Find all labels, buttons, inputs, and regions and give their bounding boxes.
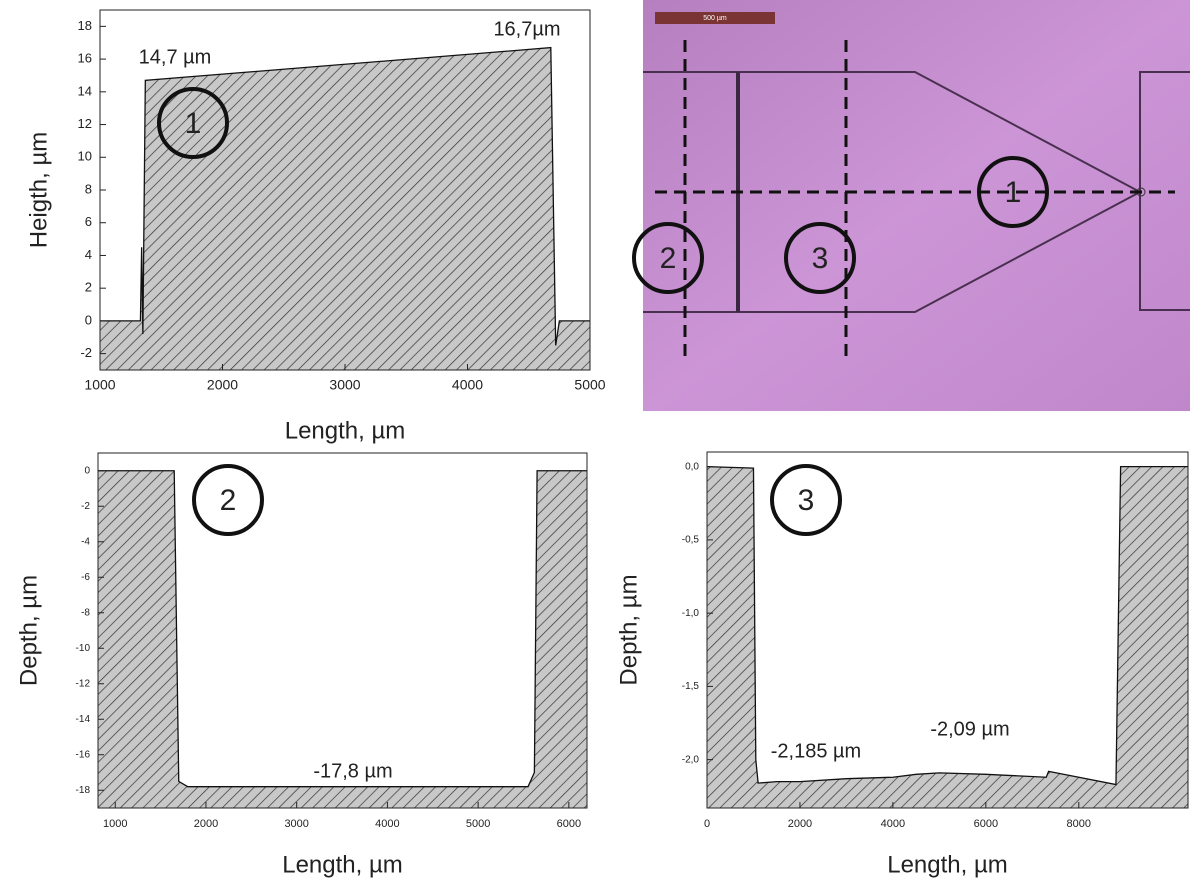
label-circle [977,156,1049,228]
y-tick-label: 0 [84,465,90,476]
marker-circle [770,464,842,536]
y-tick-label: -6 [81,572,90,583]
y-tick-label: 18 [78,18,92,33]
y-tick-label: 14 [78,83,92,98]
chart: 1000 2000 3000 4000 5000 -2 0 2 4 6 8 10 12 14 16 18 Len… [25,9,606,444]
cut-lines [655,40,1175,356]
marker-circle [192,464,264,536]
y-axis-label: Heigth, µm [25,132,52,249]
plot-frame [706,451,1189,809]
y-tick-label: 0,0 [685,461,699,472]
x-tick-label: 4000 [452,377,483,393]
x-tick-label: 1000 [103,818,127,830]
x-tick-label: 4000 [881,818,905,830]
y-tick-label: -4 [81,536,90,547]
y-tick-label: -16 [76,749,91,760]
y-axis-label: Depth, µm [615,574,642,685]
y-tick-label: 12 [78,116,92,131]
x-tick-label: 2000 [207,377,238,393]
y-tick-label: -12 [76,678,91,689]
x-tick-label: 5000 [574,377,605,393]
annotation: -2,09 µm [930,718,1009,740]
y-tick-label: -2 [81,501,90,512]
y-tick-label: -10 [76,643,91,654]
marker-label: 1 [185,107,202,140]
y-tick-label: -8 [81,607,90,618]
cut-label: 3 [812,242,829,275]
micrograph-background [643,0,1190,411]
cut-label: 2 [660,242,677,275]
x-tick-label: 6000 [557,818,581,830]
annotation: 16,7µm [493,18,560,40]
area-fill [100,47,590,371]
y-axis-label: Depth, µm [15,575,42,686]
y-tick-label: -2 [80,345,92,360]
marker-label: 2 [220,484,237,517]
profile-line [706,466,1188,786]
x-axis-label: Length, µm [887,851,1008,878]
y-tick-label: -0,5 [682,535,700,546]
x-tick-label: 6000 [974,818,998,830]
y-tick-label: 16 [78,51,92,66]
y-tick-label: 6 [85,214,92,229]
annotation: -17,8 µm [313,760,392,782]
label-circle [632,222,704,294]
y-tick-label: 2 [85,280,92,295]
x-tick-label: 2000 [194,818,218,830]
profile-line [100,46,590,346]
y-tick-label: -2,0 [682,754,700,765]
chart: 0 2000 4000 6000 8000 0,0 -0,5 -1,0 -1,5 -2,0 Leng… [615,451,1189,878]
y-tick-label: -1,0 [682,608,700,619]
x-tick-label: 3000 [284,818,308,830]
y-tick-label: -14 [76,714,91,725]
plot-frame [97,452,588,809]
y-tick-label: 0 [85,312,92,327]
y-tick-label: 10 [78,149,92,164]
x-axis-label: Length, µm [282,851,403,878]
y-tick-label: -18 [76,785,91,796]
x-tick-label: 5000 [466,818,490,830]
x-tick-label: 1000 [84,377,115,393]
annotation: 14,7 µm [139,46,212,68]
x-tick-label: 2000 [788,818,812,830]
area-fill [707,466,1188,808]
micrograph: 500 µm 1 2 3 [632,0,1190,411]
label-circle [784,222,856,294]
cut-label: 1 [1005,176,1022,209]
profile-line [98,470,587,788]
chart: 1000 2000 3000 4000 5000 6000 0 -2 -4 -6 -8 -10 -12 -… [15,452,588,878]
x-axis-label: Length, µm [285,417,406,444]
area-fill [98,470,587,808]
marker-label: 3 [798,484,815,517]
annotation: -2,185 µm [771,740,861,762]
y-tick-label: -1,5 [682,681,700,692]
scale-bar-label: 500 µm [703,15,727,22]
scale-bar [655,12,775,24]
y-tick-label: 8 [85,181,92,196]
x-tick-label: 4000 [375,818,399,830]
x-tick-label: 0 [704,818,710,830]
x-tick-label: 3000 [329,377,360,393]
y-tick-label: 4 [85,247,92,262]
x-tick-label: 8000 [1067,818,1091,830]
marker-circle [157,87,229,159]
